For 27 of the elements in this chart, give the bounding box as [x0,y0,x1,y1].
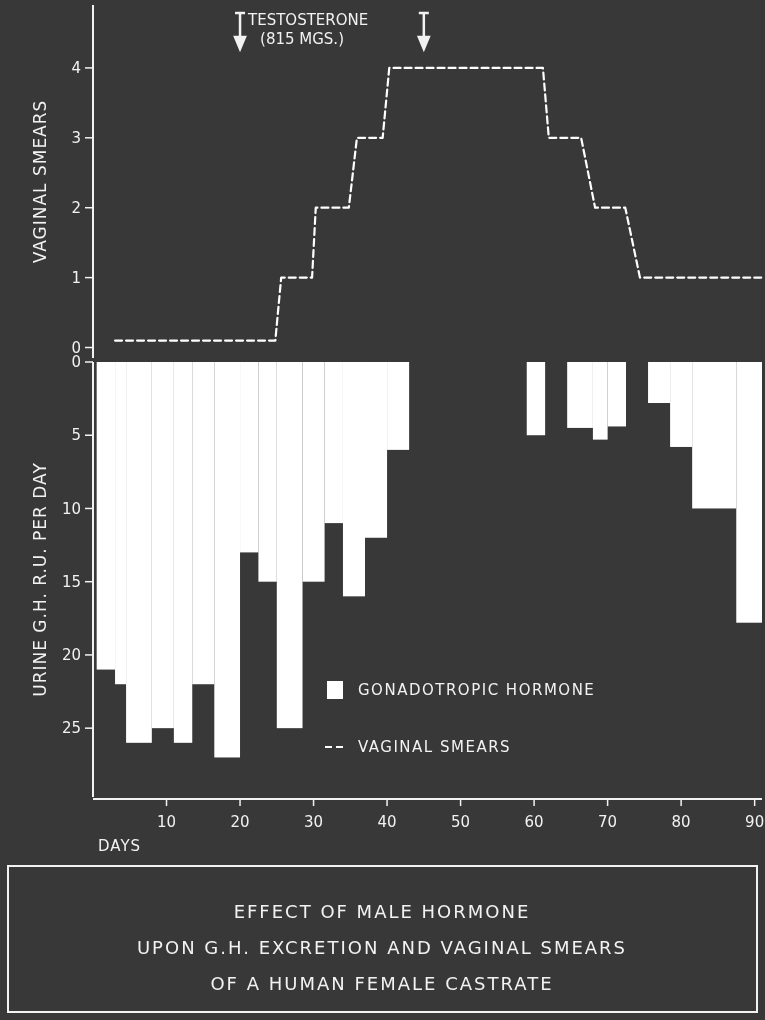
x-tick-label: 20 [230,813,250,831]
x-axis-title: DAYS [98,837,142,855]
x-tick-label: 50 [451,813,471,831]
x-tick-label: 10 [156,813,177,831]
y-axis-title: VAGINAL SMEARS [29,99,50,264]
y-tick-label: 2 [71,198,81,217]
y-tick-label: 10 [61,499,81,518]
y-tick-label: 20 [61,646,81,665]
legend-label: VAGINAL SMEARS [358,738,512,757]
x-tick-label: 90 [745,813,765,831]
x-tick-label: 30 [304,813,324,831]
y-axis-title: URINE G.H. R.U. PER DAY [29,462,50,697]
y-tick-label: 25 [61,719,81,738]
y-tick-label: 1 [71,268,81,287]
x-tick-label: 70 [598,813,618,831]
y-tick-label: 4 [71,59,81,78]
x-tick-label: 80 [671,813,691,831]
y-tick-label: 5 [71,426,81,445]
text: EFFECT OF MALE HORMONE UPON G.H. EXCRETION AND VAGINAL SMEARS OF A HUMAN FEMALE CASTRATE [136,901,628,994]
y-tick-label: 3 [71,129,81,148]
line-series [113,66,763,342]
ref-line-label: TESTOSTERONE (815 MGS.) [247,11,369,48]
x-tick-label: 60 [524,813,544,831]
y-tick-label: 15 [61,572,81,591]
x-tick-label: 40 [377,813,397,831]
y-tick-label: 0 [71,353,81,372]
legend-label: GONADOTROPIC HORMONE [358,681,596,700]
